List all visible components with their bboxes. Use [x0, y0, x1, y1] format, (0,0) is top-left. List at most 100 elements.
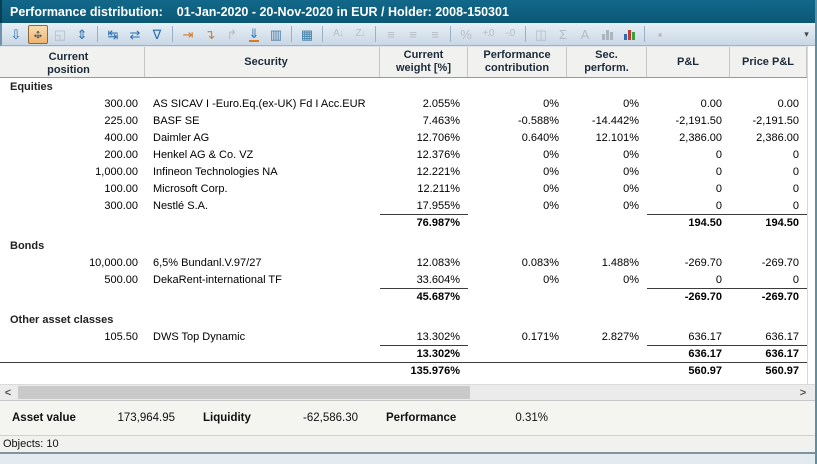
shift-down-icon[interactable]: ↴ — [204, 26, 216, 42]
cell-pos: 10,000.00 — [89, 256, 138, 269]
cell-sec: Infineon Technologies NA — [153, 165, 278, 178]
cell-sec: Microsoft Corp. — [153, 182, 228, 195]
table-row[interactable]: 225.00 BASF SE 7.463% -0.588% -14.442% -2,191… — [0, 112, 807, 129]
group-row[interactable]: Bonds — [0, 237, 807, 254]
table-row[interactable]: 300.00 AS SICAV I -Euro.Eq.(ex-UK) Fd I A… — [0, 95, 807, 112]
liquidity-value: -62,586.30 — [303, 412, 358, 424]
cell-contrib: 0% — [543, 165, 559, 178]
cell-weight: 13.302% — [416, 330, 460, 343]
table-row[interactable]: 100.00 Microsoft Corp. 12.211% 0% 0% 0 0 — [0, 180, 807, 197]
table-row[interactable]: 105.50 DWS Top Dynamic 13.302% 0.171% 2.827%… — [0, 328, 807, 345]
cell-contrib: 0% — [543, 182, 559, 195]
table-row[interactable]: 76.987% 194.50 194.50 — [0, 214, 807, 231]
align-right-icon: ≡ — [431, 26, 439, 42]
cell-secperf: 0% — [623, 148, 639, 161]
cell-contrib: 0.640% — [521, 131, 559, 144]
cell-weight: 2.055% — [422, 97, 460, 110]
group-row[interactable]: Equities — [0, 78, 807, 95]
group-row[interactable]: Other asset classes — [0, 311, 807, 328]
cell-pos: 500.00 — [104, 273, 138, 286]
table-row[interactable]: 500.00 DekaRent-international TF 33.604% 0%… — [0, 271, 807, 288]
toolbar-overflow-button[interactable]: ▾ — [804, 28, 809, 39]
column-header-weight[interactable]: Current weight [%] — [380, 47, 468, 77]
cell-contrib: 0.083% — [521, 256, 559, 269]
column-header-pricepl[interactable]: Price P&L — [730, 47, 807, 77]
cell-weight: 13.302% — [380, 345, 468, 362]
toolbar-separator — [375, 26, 376, 42]
copy-region-icon: ◱ — [53, 26, 67, 42]
table-row[interactable]: 13.302% 636.17 636.17 — [0, 345, 807, 362]
cell-contrib: 0% — [543, 97, 559, 110]
toolbar-separator — [291, 26, 292, 42]
cell-sec: Daimler AG — [153, 131, 210, 144]
cell-sec: 6,5% Bundanl.V.97/27 — [153, 256, 262, 269]
cell-pl: 560.97 — [688, 365, 722, 377]
column-header-pl[interactable]: P&L — [647, 47, 730, 77]
cell-weight: 12.706% — [416, 131, 460, 144]
cell-weight: 135.976% — [410, 365, 460, 377]
table-row[interactable]: 1,000.00 Infineon Technologies NA 12.221% 0… — [0, 163, 807, 180]
chart-gray-icon — [597, 25, 617, 44]
cell-contrib: 0% — [543, 273, 559, 286]
cell-pos — [0, 288, 145, 305]
expand-rows-icon[interactable]: ⇕ — [76, 26, 88, 42]
chart-icon[interactable] — [619, 25, 639, 44]
cell-weight: 17.955% — [416, 199, 460, 212]
window-title-label: Performance distribution: — [10, 4, 163, 19]
column-header-sec[interactable]: Security — [145, 47, 380, 77]
cell-secperf: 2.827% — [601, 330, 639, 343]
scroll-left-icon[interactable]: < — [4, 386, 12, 399]
table-row[interactable]: 200.00 Henkel AG & Co. VZ 12.376% 0% 0% 0 0 — [0, 146, 807, 163]
table-row[interactable]: 135.976% 560.97 560.97 — [0, 362, 807, 379]
table-row[interactable]: 400.00 Daimler AG 12.706% 0.640% 12.101% 2,38… — [0, 129, 807, 146]
cell-secperf — [567, 345, 647, 362]
horizontal-scrollbar[interactable]: < > — [0, 384, 815, 400]
cell-secperf: 0% — [623, 182, 639, 195]
cell-weight: 12.221% — [416, 165, 460, 178]
histogram-marker-icon[interactable]: ▥ — [269, 26, 283, 42]
table-row[interactable]: 300.00 Nestlé S.A. 17.955% 0% 0% 0 0 — [0, 197, 807, 214]
cell-pl: 636.17 — [688, 330, 722, 343]
cell-pricepl: 0 — [792, 199, 799, 212]
cell-secperf: 0% — [623, 165, 639, 178]
toolbar-separator — [450, 26, 451, 42]
column-header-contrib[interactable]: Performance contribution — [468, 47, 567, 77]
cell-secperf — [567, 214, 647, 231]
window-title-bar: Performance distribution: 01-Jan-2020 - … — [0, 0, 815, 23]
jump-bottom-icon[interactable]: ⇓ — [248, 25, 260, 42]
filter-icon[interactable]: ∇ — [152, 26, 162, 42]
cell-pl: 0 — [715, 148, 722, 161]
cell-sec — [145, 363, 380, 380]
table-body: Equities 300.00 AS SICAV I -Euro.Eq.(ex-UK… — [0, 78, 807, 384]
export-layout-icon[interactable]: ⇩ — [10, 26, 22, 42]
column-width-icon[interactable]: ↹ — [107, 26, 119, 42]
cell-contrib — [468, 363, 567, 380]
shift-right-icon[interactable]: ⇥ — [182, 26, 194, 42]
cell-pl: 0 — [715, 273, 722, 286]
cell-pl: 194.50 — [647, 214, 730, 231]
table-row[interactable]: 45.687% -269.70 -269.70 — [0, 288, 807, 305]
column-header-pos[interactable]: Current position — [0, 47, 145, 77]
scroll-right-icon[interactable]: > — [799, 386, 807, 399]
cell-pl: 0.00 — [700, 97, 722, 110]
fit-view-icon[interactable]: ↔ ↕ — [28, 24, 48, 44]
objects-count: Objects: 10 — [3, 438, 59, 450]
cell-pl: -269.70 — [647, 288, 730, 305]
refresh-icon[interactable]: ⇄ — [129, 26, 141, 42]
group-label: Equities — [10, 80, 53, 93]
column-stripes-icon[interactable]: ▦ — [300, 26, 314, 42]
cell-secperf — [567, 288, 647, 305]
cell-pricepl: 636.17 — [730, 345, 807, 362]
cell-contrib: 0% — [543, 199, 559, 212]
cell-pos: 100.00 — [104, 182, 138, 195]
toolbar-separator — [644, 26, 645, 42]
asset-value-label: Asset value — [12, 412, 76, 424]
cell-sec: BASF SE — [153, 114, 200, 127]
column-header-secperf[interactable]: Sec. perform. — [567, 47, 647, 77]
cell-secperf — [567, 363, 647, 380]
cell-weight: 7.463% — [422, 114, 460, 127]
scrollbar-thumb[interactable] — [18, 386, 470, 399]
table-row[interactable]: 10,000.00 6,5% Bundanl.V.97/27 12.083% 0.08… — [0, 254, 807, 271]
cell-contrib — [468, 345, 567, 362]
